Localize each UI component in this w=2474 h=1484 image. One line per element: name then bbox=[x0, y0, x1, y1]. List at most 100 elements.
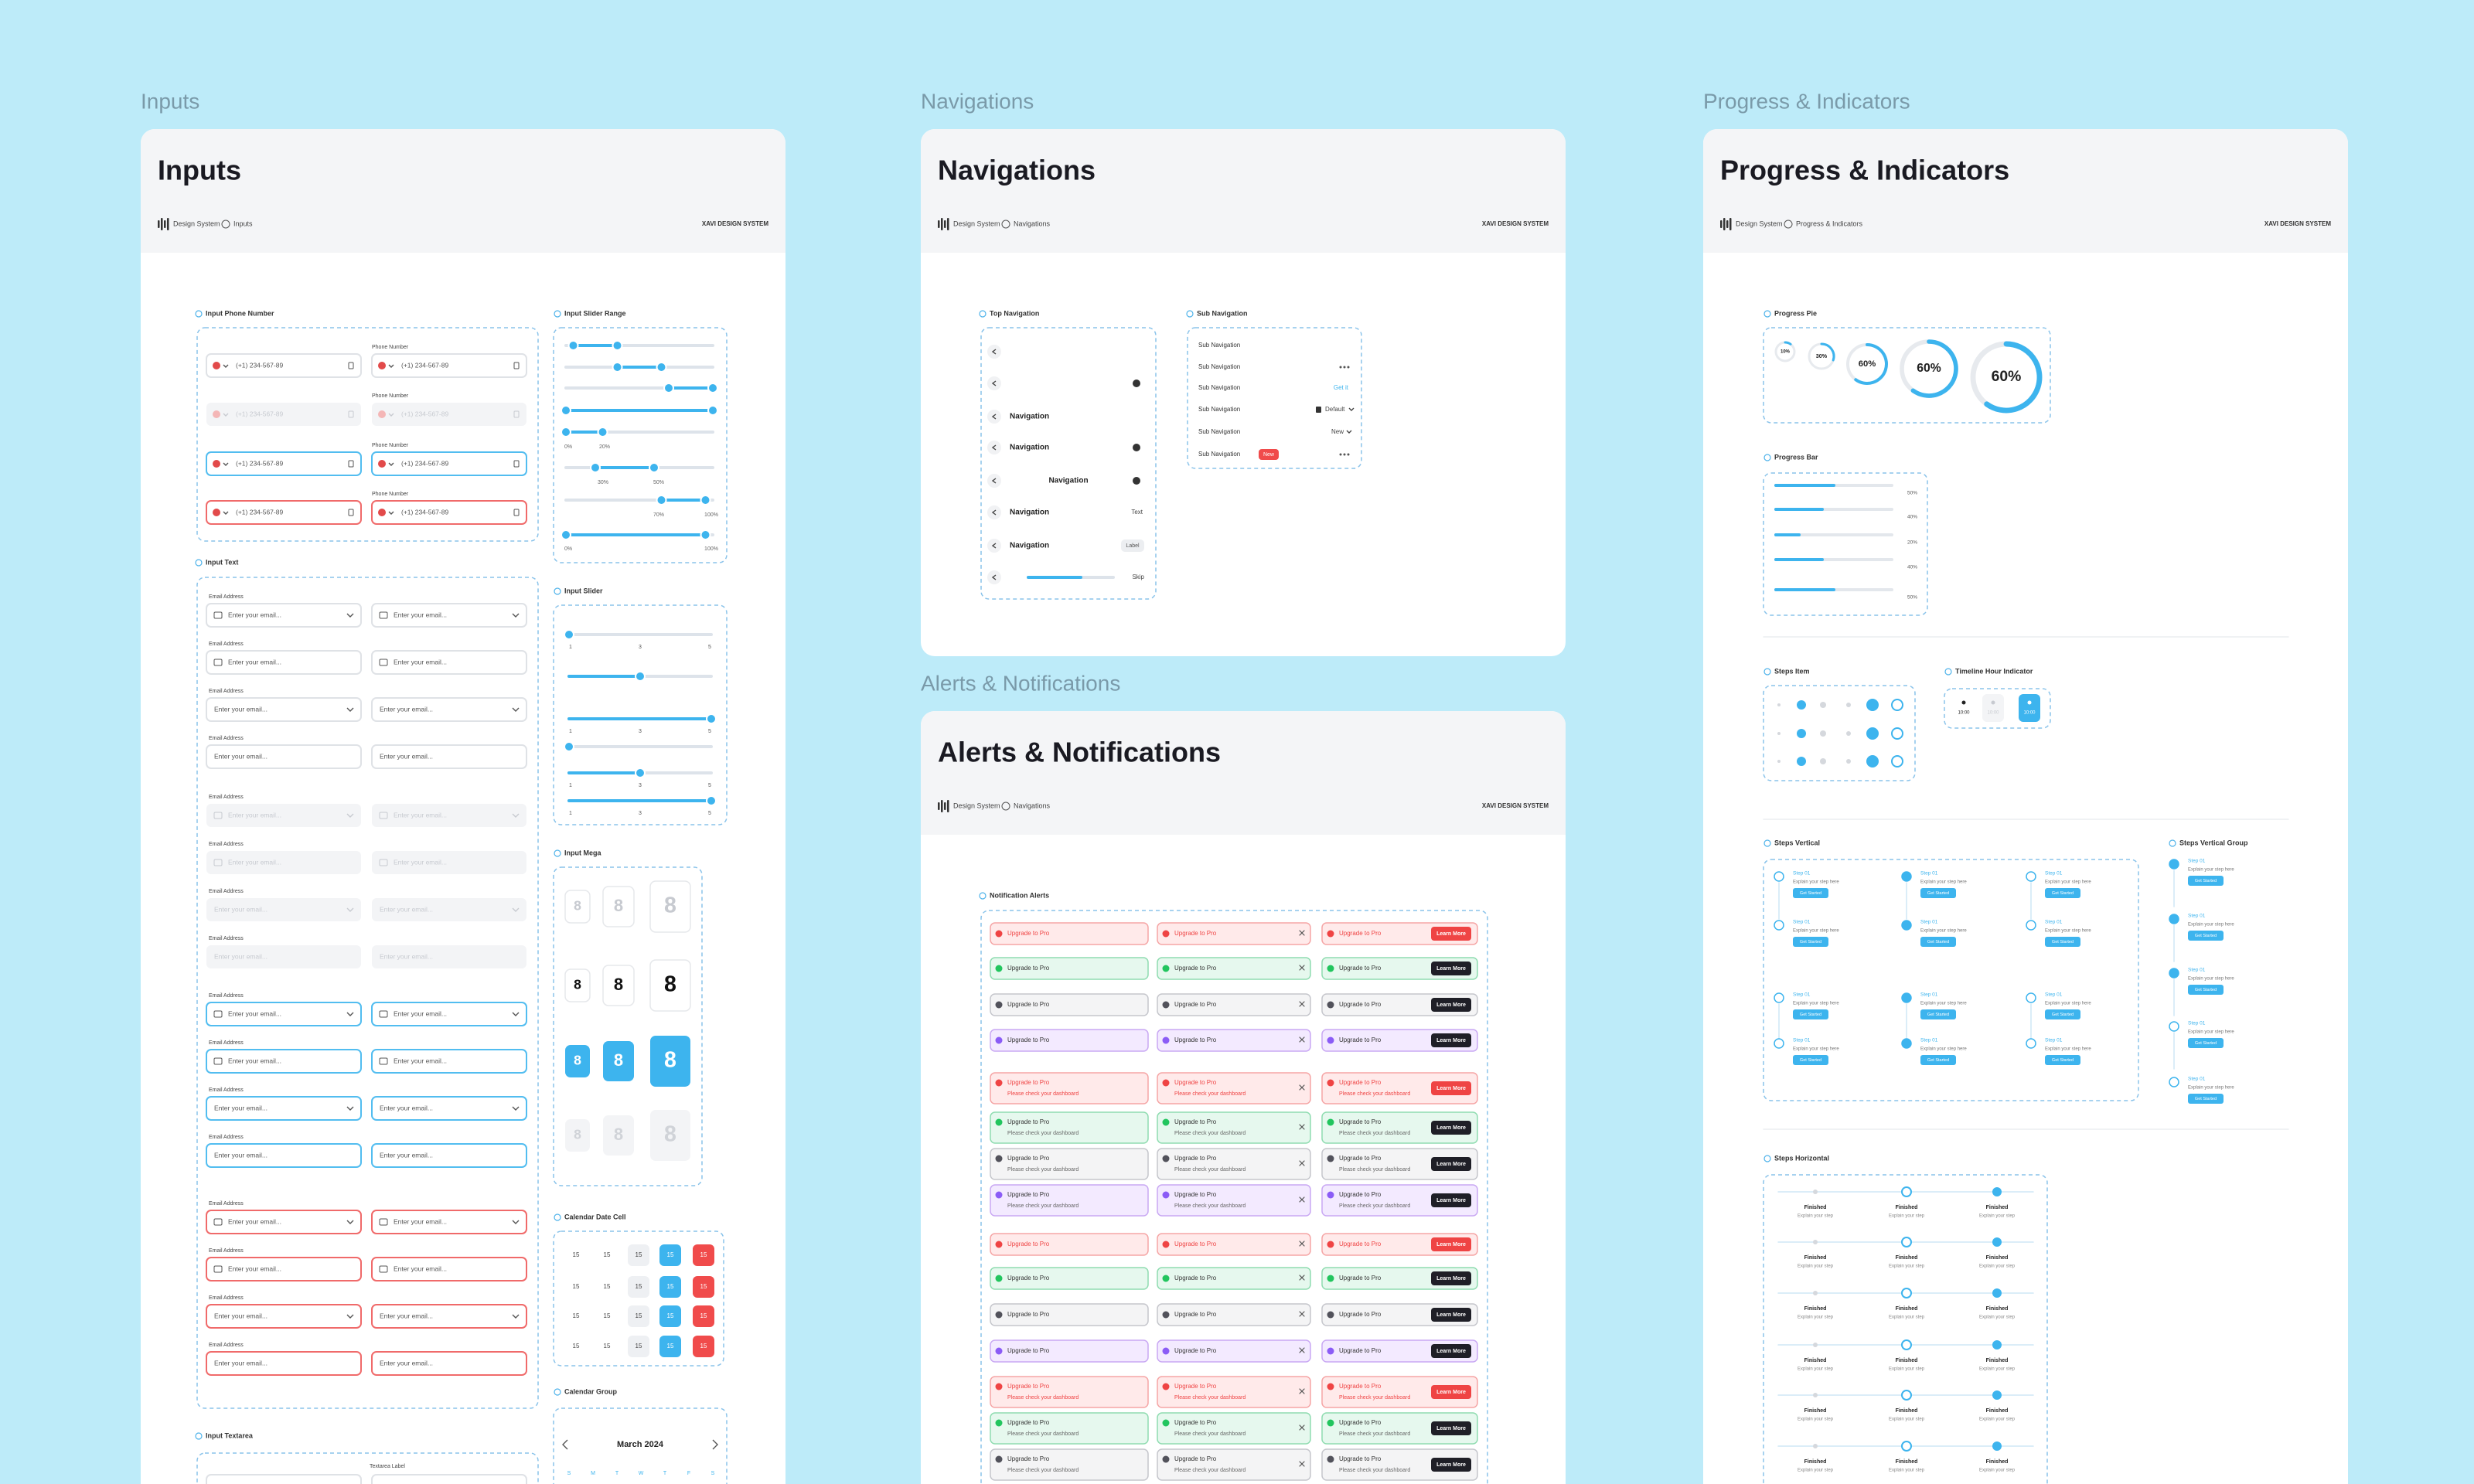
alert-title: Upgrade to Pro bbox=[1174, 1419, 1217, 1426]
alert-detail: Please check your dashboard bbox=[1174, 1203, 1246, 1209]
step-button-text: Get Started bbox=[1800, 940, 1821, 945]
input-field bbox=[206, 744, 362, 769]
alert-icon bbox=[1162, 1383, 1170, 1390]
chevron bbox=[1346, 430, 1352, 434]
step-title: Finished bbox=[1804, 1205, 1827, 1210]
slider-knob bbox=[707, 405, 718, 416]
close bbox=[1299, 965, 1305, 971]
mega-digit: 8 bbox=[664, 972, 676, 997]
slider-knob bbox=[649, 462, 659, 473]
mega-box bbox=[602, 886, 635, 928]
alert-title: Upgrade to Pro bbox=[1174, 1001, 1217, 1008]
group-icon bbox=[1763, 454, 1771, 461]
label: Learn More bbox=[1436, 1390, 1466, 1395]
step-dot bbox=[1777, 732, 1781, 735]
input-field bbox=[206, 1002, 362, 1026]
nav-title: Navigation bbox=[1010, 542, 1049, 550]
step-title: Step 01 bbox=[1920, 992, 1938, 998]
chevron bbox=[346, 907, 354, 912]
label: Phone Number bbox=[372, 443, 409, 448]
alert-icon bbox=[1162, 1079, 1170, 1087]
breadcrumb-icon bbox=[1001, 220, 1010, 229]
chevron bbox=[346, 1314, 354, 1319]
card-title: Alerts & Notifications bbox=[938, 737, 1221, 768]
chevron bbox=[346, 707, 354, 712]
alert-detail: Please check your dashboard bbox=[1339, 1468, 1410, 1473]
back-button bbox=[987, 539, 1001, 553]
input-text: Enter your email... bbox=[394, 1009, 447, 1017]
back-button bbox=[987, 505, 1001, 519]
time-chip bbox=[2019, 694, 2040, 722]
copy-icon bbox=[348, 460, 354, 468]
input-field bbox=[371, 1002, 527, 1026]
step-desc: Explain your step here bbox=[1793, 1002, 1839, 1006]
alert-icon bbox=[1327, 1455, 1334, 1463]
alert bbox=[1157, 1233, 1311, 1256]
alert-detail: Please check your dashboard bbox=[1339, 1203, 1410, 1209]
date-cell bbox=[693, 1276, 714, 1298]
date-text: 15 bbox=[667, 1283, 674, 1290]
alert-detail: Please check your dashboard bbox=[1007, 1395, 1079, 1401]
alert-icon bbox=[995, 965, 1003, 972]
close bbox=[1299, 930, 1305, 936]
label: Learn More bbox=[1436, 1125, 1466, 1131]
label: Email Address bbox=[209, 689, 244, 694]
label: Label bbox=[1126, 543, 1140, 549]
label: 10:00 bbox=[1958, 711, 1970, 716]
step-dot bbox=[1992, 1390, 2002, 1400]
alert-title: Upgrade to Pro bbox=[1007, 930, 1050, 937]
alert bbox=[1321, 1072, 1478, 1104]
bar-label: 50% bbox=[1907, 595, 1917, 601]
input-field bbox=[371, 603, 527, 628]
card bbox=[921, 129, 1566, 656]
step-desc: Explain your step here bbox=[2045, 880, 2091, 885]
input-text: Enter your email... bbox=[380, 952, 433, 960]
alert-title: Upgrade to Pro bbox=[1339, 1036, 1382, 1043]
alert bbox=[1157, 1267, 1311, 1290]
step-title: Step 01 bbox=[2045, 871, 2063, 876]
copy-icon bbox=[348, 410, 354, 418]
chevron bbox=[991, 574, 997, 580]
mail-icon bbox=[213, 859, 223, 866]
date-text: 15 bbox=[700, 1343, 707, 1350]
slider-knob bbox=[656, 495, 667, 505]
chevron bbox=[1348, 407, 1355, 411]
step-button bbox=[1793, 937, 1828, 947]
alert-icon bbox=[995, 1455, 1003, 1463]
group-label: Input Mega bbox=[564, 849, 601, 856]
range-label: 30% bbox=[598, 480, 608, 485]
alert-button bbox=[1431, 1385, 1471, 1399]
step-desc: Explain your step bbox=[1798, 1214, 1834, 1219]
input-text: Enter your email... bbox=[228, 858, 281, 866]
alert-icon bbox=[1162, 1275, 1170, 1282]
alert-icon bbox=[995, 1036, 1003, 1044]
alert-detail: Please check your dashboard bbox=[1007, 1131, 1079, 1136]
step-button bbox=[2045, 1009, 2080, 1019]
close bbox=[1299, 1347, 1305, 1353]
badge bbox=[1121, 539, 1144, 552]
alert-icon bbox=[995, 1419, 1003, 1427]
alert bbox=[1321, 1448, 1478, 1481]
group-label: Steps Vertical bbox=[1774, 839, 1820, 846]
step-dot bbox=[1891, 727, 1903, 740]
chevron bbox=[991, 380, 997, 386]
label: Get it bbox=[1334, 384, 1349, 391]
nav-icon bbox=[1133, 380, 1140, 387]
alert-title: Upgrade to Pro bbox=[1339, 965, 1382, 972]
step-title: Finished bbox=[1896, 1408, 1918, 1414]
step-button bbox=[2045, 937, 2080, 947]
alert-title: Upgrade to Pro bbox=[1007, 1036, 1050, 1043]
close bbox=[1299, 1196, 1305, 1203]
mega-box bbox=[602, 965, 635, 1006]
step-dot bbox=[1992, 1187, 2002, 1196]
alert-button bbox=[1431, 1458, 1471, 1472]
step-dot bbox=[2169, 1077, 2179, 1087]
date-cell bbox=[628, 1244, 649, 1266]
input-field bbox=[206, 898, 361, 921]
group-label: Calendar Group bbox=[564, 1387, 618, 1395]
logo-bar bbox=[164, 220, 166, 228]
mail-icon bbox=[213, 659, 223, 666]
step-dot bbox=[1813, 1444, 1818, 1448]
step-dot bbox=[2026, 920, 2036, 931]
